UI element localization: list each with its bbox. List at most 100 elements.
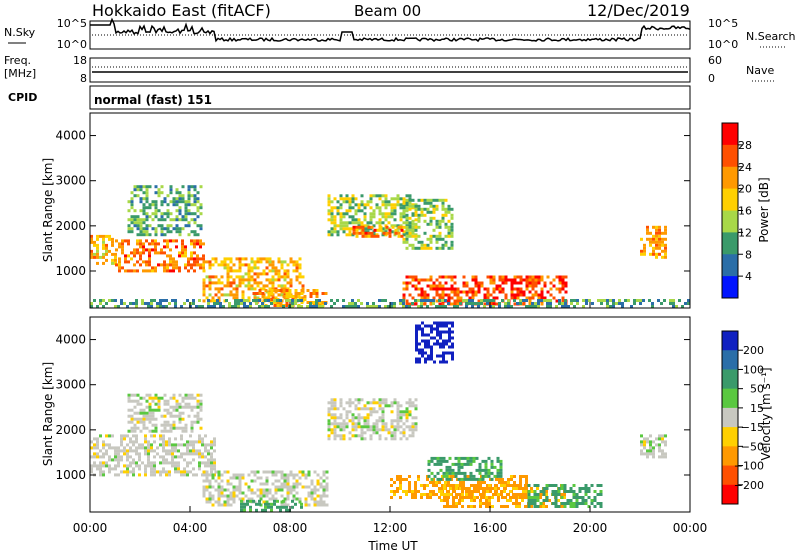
heatmap-cell xyxy=(280,263,284,267)
heatmap-cell xyxy=(136,393,140,397)
heatmap-cell xyxy=(360,434,364,438)
heatmap-cell xyxy=(180,470,183,474)
heatmap-cell xyxy=(148,203,152,207)
heatmap-cell xyxy=(467,505,470,508)
heatmap-cell xyxy=(581,487,585,490)
heatmap-cell xyxy=(501,281,505,285)
heatmap-cell xyxy=(259,497,263,501)
heatmap-cell xyxy=(172,203,176,207)
heatmap-cell xyxy=(612,305,615,308)
heatmap-cell xyxy=(127,260,130,264)
heatmap-cell xyxy=(172,426,176,430)
heatmap-cell xyxy=(291,505,294,509)
heatmap-cell xyxy=(301,473,305,477)
heatmap-cell xyxy=(223,503,227,507)
heatmap-cell xyxy=(154,393,158,397)
heatmap-cell xyxy=(175,402,179,406)
heatmap-cell xyxy=(246,502,249,506)
heatmap-cell xyxy=(420,293,424,297)
heatmap-cell xyxy=(438,287,442,291)
heatmap-cell xyxy=(369,194,373,198)
heatmap-cell xyxy=(226,257,230,261)
heatmap-cell xyxy=(138,452,141,456)
heatmap-cell xyxy=(271,287,275,291)
heatmap-cell xyxy=(160,203,164,207)
heatmap-cell xyxy=(301,287,305,291)
heatmap-cell xyxy=(160,191,164,195)
heatmap-cell xyxy=(148,411,152,415)
heatmap-cell xyxy=(226,293,230,297)
heatmap-cell xyxy=(163,423,167,427)
heatmap-cell xyxy=(513,299,516,302)
heatmap-cell xyxy=(438,302,442,306)
heatmap-cell xyxy=(313,497,317,501)
heatmap-cell xyxy=(664,434,667,438)
heatmap-cell xyxy=(572,484,576,487)
heatmap-cell xyxy=(135,446,138,450)
heatmap-cell xyxy=(570,299,573,302)
heatmap-cell xyxy=(204,464,207,468)
heatmap-cell xyxy=(454,462,458,466)
heatmap-cell xyxy=(283,272,287,276)
heatmap-cell xyxy=(509,499,512,502)
heatmap-cell xyxy=(166,411,170,415)
heatmap-cell xyxy=(655,234,658,238)
heatmap-cell xyxy=(429,275,433,279)
colorbar-swatch xyxy=(722,166,738,190)
heatmap-cell xyxy=(490,471,494,475)
heatmap-cell xyxy=(243,299,246,302)
heatmap-cell xyxy=(187,269,190,273)
heatmap-cell xyxy=(250,275,254,279)
heatmap-cell xyxy=(354,305,357,308)
heatmap-cell xyxy=(453,293,457,297)
heatmap-cell xyxy=(612,299,615,302)
heatmap-cell xyxy=(319,482,323,486)
heatmap-cell xyxy=(226,488,230,492)
heatmap-cell xyxy=(276,304,280,307)
heatmap-cell xyxy=(274,296,278,300)
heatmap-cell xyxy=(162,470,165,474)
heatmap-cell xyxy=(226,479,230,483)
heatmap-cell xyxy=(441,246,445,250)
heatmap-cell xyxy=(243,508,246,512)
heatmap-cell xyxy=(250,479,254,483)
heatmap-cell xyxy=(157,402,161,406)
heatmap-cell xyxy=(229,284,233,288)
heatmap-cell xyxy=(301,485,305,489)
heatmap-cell xyxy=(593,496,597,499)
heatmap-cell xyxy=(247,272,251,276)
heatmap-cell xyxy=(102,470,105,474)
heatmap-cell xyxy=(141,299,144,302)
heatmap-cell xyxy=(142,260,145,264)
heatmap-cell xyxy=(519,302,522,305)
heatmap-cell xyxy=(175,426,179,430)
heatmap-cell xyxy=(342,305,345,308)
heatmap-cell xyxy=(590,484,594,487)
heatmap-cell xyxy=(518,502,521,505)
heatmap-cell xyxy=(165,440,168,444)
heatmap-cell xyxy=(525,275,529,279)
heatmap-cell xyxy=(584,487,588,490)
heatmap-cell xyxy=(159,443,162,447)
heatmap-cell xyxy=(557,493,561,496)
heatmap-cell xyxy=(186,440,189,444)
heatmap-cell xyxy=(390,203,394,207)
heatmap-cell xyxy=(432,484,435,487)
heatmap-cell xyxy=(117,449,120,453)
heatmap-cell xyxy=(141,461,144,465)
heatmap-cell xyxy=(540,275,544,279)
heatmap-cell xyxy=(169,429,173,433)
heatmap-cell xyxy=(187,197,191,201)
heatmap-cell xyxy=(268,281,272,285)
heatmap-cell xyxy=(327,425,331,429)
heatmap-cell xyxy=(280,284,284,288)
heatmap-cell xyxy=(175,191,179,195)
heatmap-cell xyxy=(342,197,346,201)
heatmap-cell xyxy=(168,452,171,456)
heatmap-cell xyxy=(160,396,164,400)
heatmap-cell xyxy=(174,461,177,465)
heatmap-cell xyxy=(135,302,138,305)
heatmap-cell xyxy=(237,299,240,302)
heatmap-cell xyxy=(139,185,143,189)
heatmap-cell xyxy=(147,455,150,459)
